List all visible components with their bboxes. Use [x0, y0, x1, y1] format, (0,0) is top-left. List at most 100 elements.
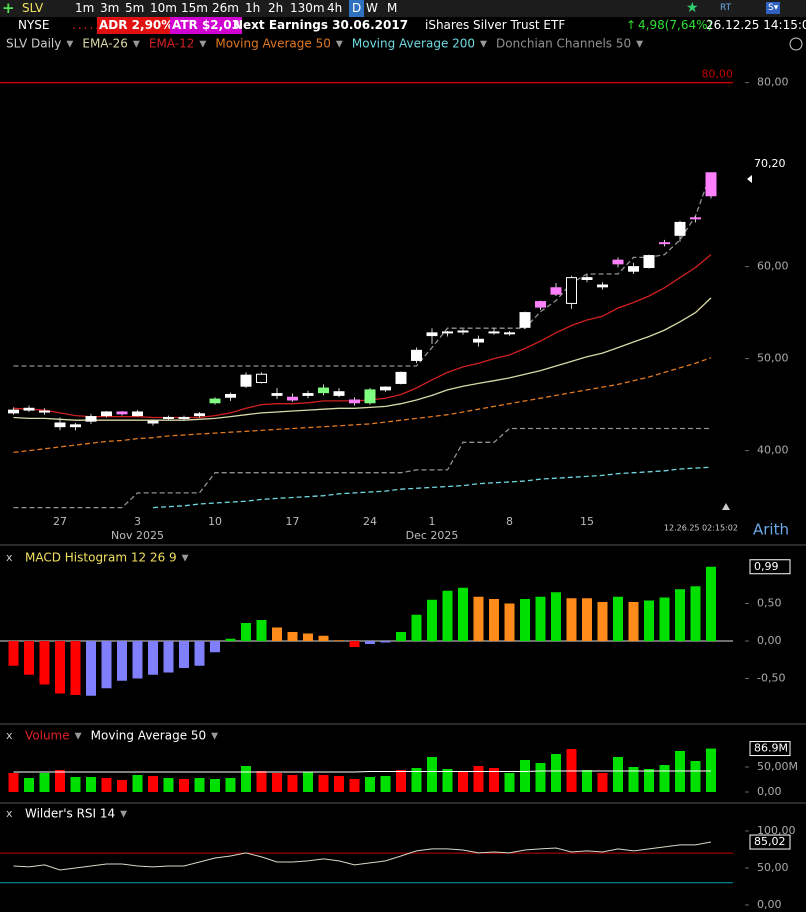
- bar: [613, 596, 623, 641]
- bar: [458, 772, 468, 792]
- bar: [644, 769, 654, 792]
- scroll-arrow[interactable]: [722, 503, 730, 510]
- candle-body: [473, 338, 484, 343]
- symbol[interactable]: SLV: [22, 1, 44, 15]
- timeframe[interactable]: 26m: [212, 1, 239, 15]
- bar: [706, 748, 716, 792]
- datetime: 26.12.25 14:15:02: [706, 18, 806, 32]
- candle-body: [535, 301, 546, 308]
- realtime[interactable]: RT: [720, 3, 732, 13]
- bar: [318, 775, 329, 792]
- candle-body: [426, 332, 438, 337]
- timeframe[interactable]: 10m: [150, 1, 177, 15]
- bar: [396, 770, 406, 792]
- legend-dropdown: ▼: [182, 554, 189, 564]
- earnings: Next Earnings 30.06.2017: [233, 18, 409, 32]
- bar: [117, 641, 127, 681]
- candle-body: [659, 242, 670, 245]
- bar: [535, 596, 546, 641]
- candle-body: [612, 259, 624, 265]
- bar: [427, 757, 437, 792]
- candle-body: [519, 312, 531, 328]
- legend-dropdown: ▼: [120, 810, 127, 820]
- timeframe[interactable]: 2h: [268, 1, 284, 15]
- bar: [551, 754, 561, 792]
- channel-lower: [13, 427, 711, 509]
- timeframe[interactable]: W: [366, 1, 378, 15]
- candle-body: [566, 277, 577, 304]
- candle-body: [8, 409, 19, 414]
- x-tick-label: 3: [134, 515, 141, 528]
- candle-body: [147, 420, 159, 424]
- toolbar: + SLV RT ★ S▾ 1m 3m 5m 10m 15m 26m 1h 2h 130m 4h D…: [0, 0, 806, 17]
- timeframe[interactable]: 1h: [245, 1, 261, 15]
- candle-body: [581, 277, 593, 280]
- bar: [55, 641, 65, 694]
- bar: [148, 776, 158, 792]
- s-icon[interactable]: S▾: [766, 2, 781, 14]
- star-icon[interactable]: ★: [686, 0, 699, 16]
- y-tick-label: 0,00: [757, 634, 782, 647]
- close-button[interactable]: x: [6, 807, 13, 820]
- bar: [241, 766, 251, 792]
- bar: [659, 765, 670, 792]
- legend-entry: Volume: [25, 729, 70, 743]
- bar: [318, 635, 329, 641]
- indicator-line: [13, 297, 712, 421]
- level-label: 80,00: [702, 68, 734, 81]
- bar: [442, 590, 453, 641]
- bar: [644, 600, 654, 641]
- bar: [566, 598, 577, 641]
- bar: [628, 602, 639, 641]
- candle-body: [101, 411, 112, 417]
- close-button[interactable]: x: [6, 729, 13, 742]
- x-tick-label: 17: [286, 515, 300, 528]
- legend-entry: SLV Daily: [6, 37, 61, 51]
- bar: [365, 641, 375, 644]
- bar: [303, 633, 313, 641]
- timeframe[interactable]: 3m: [100, 1, 120, 15]
- candle-body: [628, 266, 639, 272]
- legend-dropdown: ▼: [66, 40, 73, 50]
- candle-body: [85, 416, 97, 422]
- value-box-label: 86.9M: [754, 742, 788, 755]
- timeframe[interactable]: 5m: [125, 1, 145, 15]
- timeframe[interactable]: 1m: [75, 1, 95, 15]
- legend-entry: Donchian Channels 50: [496, 37, 631, 51]
- timeframe[interactable]: 4h: [327, 1, 343, 15]
- bar: [225, 638, 236, 641]
- bar: [272, 627, 282, 641]
- timeframe[interactable]: 130m: [290, 1, 325, 15]
- info-bar: NYSE ..... ADR 2,90% ATR $2,03 Next Earn…: [0, 17, 806, 35]
- scale-mode[interactable]: Arith: [753, 521, 789, 539]
- bar: [70, 777, 81, 792]
- candle-body: [488, 331, 500, 334]
- y-tick-label: 0,00: [757, 785, 782, 798]
- legend-dropdown: ▼: [480, 40, 487, 50]
- bar: [287, 775, 298, 792]
- timeframe[interactable]: 15m: [181, 1, 208, 15]
- candle-body: [287, 396, 298, 401]
- candle-body: [194, 413, 205, 417]
- add-icon[interactable]: +: [2, 0, 15, 17]
- close-button[interactable]: x: [6, 551, 13, 564]
- timeframe[interactable]: M: [387, 1, 398, 15]
- candle-body: [395, 371, 407, 384]
- candle-body: [411, 349, 422, 361]
- bar: [411, 614, 422, 641]
- legend-dropdown: ▼: [199, 40, 206, 50]
- add-button[interactable]: [789, 37, 803, 51]
- timeframe[interactable]: D: [349, 0, 365, 17]
- bar: [396, 632, 406, 641]
- candle-body: [643, 255, 655, 269]
- legend-entry: Moving Average 200: [352, 37, 475, 51]
- bar: [411, 768, 422, 792]
- bar: [55, 770, 65, 792]
- bar: [473, 596, 484, 641]
- bar: [551, 592, 561, 641]
- bar: [690, 586, 701, 641]
- legend-dropdown: ▼: [75, 732, 82, 742]
- bar: [520, 760, 530, 792]
